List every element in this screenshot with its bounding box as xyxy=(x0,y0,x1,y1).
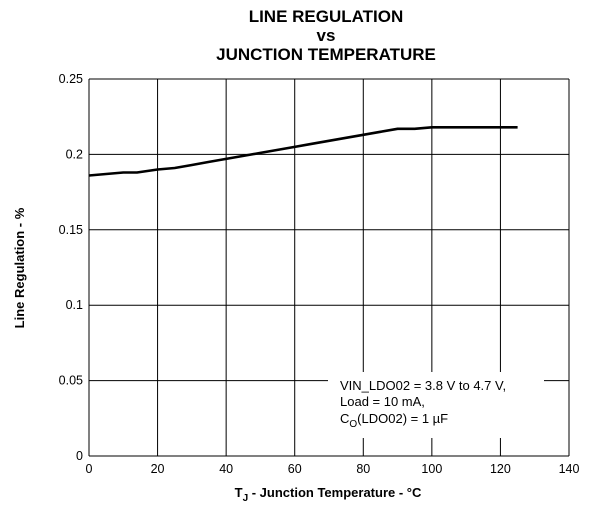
x-tick-label: 80 xyxy=(356,462,370,476)
x-tick-label: 60 xyxy=(288,462,302,476)
annotation-line-2: Load = 10 mA, xyxy=(340,394,425,409)
y-tick-labels: 0 0.05 0.1 0.15 0.2 0.25 xyxy=(59,72,83,463)
y-axis-label: Line Regulation - % xyxy=(12,207,27,328)
y-tick-label: 0 xyxy=(76,449,83,463)
x-tick-label: 100 xyxy=(421,462,442,476)
chart-title-line-1: LINE REGULATION xyxy=(249,7,404,26)
x-axis-label-text: - Junction Temperature - °C xyxy=(248,485,422,500)
x-tick-label: 140 xyxy=(559,462,580,476)
y-tick-label: 0.05 xyxy=(59,374,83,388)
annotation-box xyxy=(328,372,544,438)
y-tick-label: 0.25 xyxy=(59,72,83,86)
x-axis-label: TJ - Junction Temperature - °C xyxy=(235,485,422,504)
grid-lines xyxy=(88,78,570,457)
annotation-capacitor-symbol: C xyxy=(340,411,349,426)
y-tick-label: 0.1 xyxy=(66,298,83,312)
series-line xyxy=(88,126,518,177)
x-tick-labels: 0 20 40 60 80 100 120 140 xyxy=(86,462,580,476)
annotation-line-1: VIN_LDO02 = 3.8 V to 4.7 V, xyxy=(340,378,506,393)
y-tick-label: 0.15 xyxy=(59,223,83,237)
x-tick-label: 0 xyxy=(86,462,93,476)
chart-title-line-2: vs xyxy=(317,26,336,45)
x-axis-label-subscript: J xyxy=(243,493,249,504)
x-tick-label: 20 xyxy=(151,462,165,476)
y-tick-label: 0.2 xyxy=(66,147,83,161)
x-tick-label: 40 xyxy=(219,462,233,476)
chart-title-line-3: JUNCTION TEMPERATURE xyxy=(216,45,436,64)
x-axis-label-symbol: T xyxy=(235,485,243,500)
annotation-line-3: CO(LDO02) = 1 µF xyxy=(340,411,448,430)
annotation-capacitor-subscript: O xyxy=(349,419,357,430)
annotation-capacitor-value: (LDO02) = 1 µF xyxy=(357,411,448,426)
x-tick-label: 120 xyxy=(490,462,511,476)
